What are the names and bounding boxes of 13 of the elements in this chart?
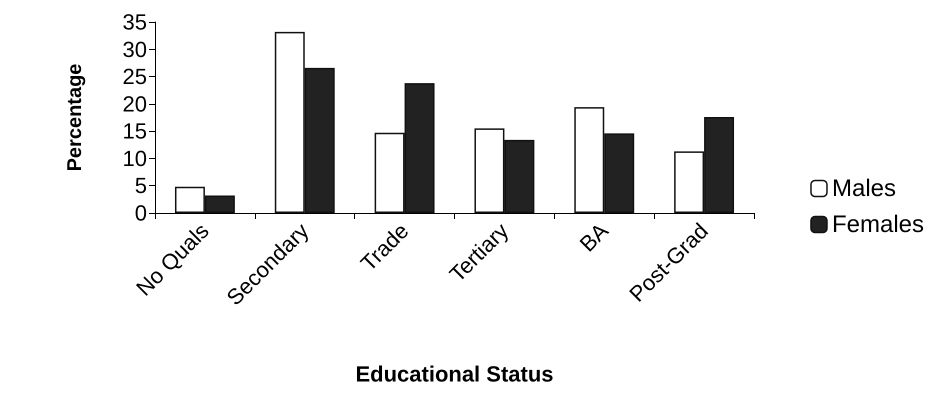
y-tick-label: 35 bbox=[122, 10, 147, 34]
y-tick-label: 20 bbox=[122, 91, 147, 116]
x-axis-title: Educational Status bbox=[355, 362, 554, 386]
legend-label: Females bbox=[832, 211, 924, 238]
y-tick-label: 0 bbox=[134, 200, 147, 226]
y-tick-label: 30 bbox=[122, 36, 147, 62]
y-tick-label: 25 bbox=[122, 64, 147, 90]
y-tick-label: 15 bbox=[122, 118, 147, 144]
y-tick-label: 5 bbox=[134, 173, 147, 198]
y-axis-title: Percentage bbox=[64, 64, 86, 172]
x-tick-label: BA bbox=[574, 218, 614, 257]
legend-label: Males bbox=[832, 175, 896, 202]
y-tick-label: 10 bbox=[122, 146, 147, 171]
